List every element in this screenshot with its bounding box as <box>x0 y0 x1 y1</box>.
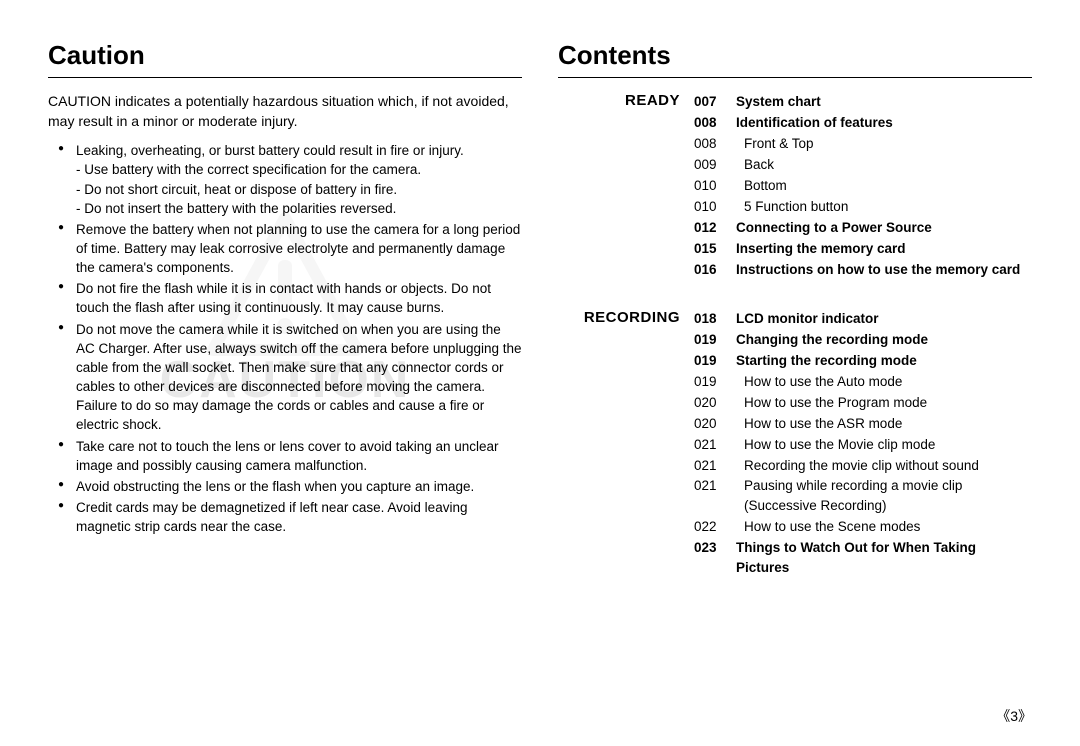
toc-entry-text: Front & Top <box>728 134 1032 154</box>
toc-page-num: 008 <box>694 113 728 133</box>
toc-entry-text: 5 Function button <box>728 197 1032 217</box>
toc-entry-text: Connecting to a Power Source <box>728 218 1032 238</box>
toc-row: 010Bottom <box>694 176 1032 196</box>
toc-entry-text: How to use the ASR mode <box>728 414 1032 434</box>
toc-items: 007System chart008Identification of feat… <box>694 92 1032 281</box>
toc-page-num: 019 <box>694 351 728 371</box>
caution-bullet: Leaking, overheating, or burst battery c… <box>58 141 522 218</box>
toc-page-num: 021 <box>694 476 728 516</box>
toc-row: 008Front & Top <box>694 134 1032 154</box>
page-number: 3 <box>996 706 1032 726</box>
toc-section-label: RECORDING <box>558 309 694 580</box>
bullet-text: Do not fire the flash while it is in con… <box>76 281 491 315</box>
toc-entry-text: Things to Watch Out for When Taking Pict… <box>728 538 1032 578</box>
toc-row: 021How to use the Movie clip mode <box>694 435 1032 455</box>
toc-entry-text: Pausing while recording a movie clip (Su… <box>728 476 1032 516</box>
toc-entry-text: How to use the Auto mode <box>728 372 1032 392</box>
contents-heading: Contents <box>558 40 1032 78</box>
caution-heading: Caution <box>48 40 522 78</box>
toc-row: 009Back <box>694 155 1032 175</box>
toc-page-num: 010 <box>694 197 728 217</box>
caution-bullet: Credit cards may be demagnetized if left… <box>58 498 522 536</box>
toc-row: 016Instructions on how to use the memory… <box>694 260 1032 280</box>
toc-section: RECORDING018LCD monitor indicator019Chan… <box>558 309 1032 580</box>
toc-entry-text: Identification of features <box>728 113 1032 133</box>
toc-page-num: 023 <box>694 538 728 578</box>
toc-row: 021Recording the movie clip without soun… <box>694 456 1032 476</box>
bullet-text: Do not move the camera while it is switc… <box>76 322 522 433</box>
toc-entry-text: How to use the Scene modes <box>728 517 1032 537</box>
sub-bullet: Do not insert the battery with the polar… <box>76 199 522 218</box>
toc-section-label: READY <box>558 92 694 281</box>
caution-bullet: Do not fire the flash while it is in con… <box>58 279 522 317</box>
toc-row: 008Identification of features <box>694 113 1032 133</box>
toc-page-num: 012 <box>694 218 728 238</box>
bullet-text: Credit cards may be demagnetized if left… <box>76 500 467 534</box>
toc-row: 020How to use the Program mode <box>694 393 1032 413</box>
table-of-contents: READY007System chart008Identification of… <box>558 92 1032 579</box>
toc-section: READY007System chart008Identification of… <box>558 92 1032 281</box>
caution-bullet: Avoid obstructing the lens or the flash … <box>58 477 522 496</box>
toc-page-num: 019 <box>694 372 728 392</box>
toc-entry-text: Starting the recording mode <box>728 351 1032 371</box>
toc-page-num: 016 <box>694 260 728 280</box>
toc-row: 015Inserting the memory card <box>694 239 1032 259</box>
toc-row: 0105 Function button <box>694 197 1032 217</box>
toc-row: 007System chart <box>694 92 1032 112</box>
toc-entry-text: Back <box>728 155 1032 175</box>
toc-entry-text: How to use the Program mode <box>728 393 1032 413</box>
sub-bullet: Use battery with the correct specificati… <box>76 160 522 179</box>
toc-page-num: 010 <box>694 176 728 196</box>
bullet-text: Avoid obstructing the lens or the flash … <box>76 479 474 494</box>
toc-entry-text: Inserting the memory card <box>728 239 1032 259</box>
bullet-text: Remove the battery when not planning to … <box>76 222 520 275</box>
toc-row: 022How to use the Scene modes <box>694 517 1032 537</box>
toc-page-num: 008 <box>694 134 728 154</box>
toc-row: 012Connecting to a Power Source <box>694 218 1032 238</box>
toc-entry-text: Changing the recording mode <box>728 330 1032 350</box>
toc-page-num: 019 <box>694 330 728 350</box>
caution-column: CAUTION Caution CAUTION indicates a pote… <box>48 40 522 607</box>
toc-entry-text: Instructions on how to use the memory ca… <box>728 260 1032 280</box>
toc-page-num: 007 <box>694 92 728 112</box>
toc-entry-text: Bottom <box>728 176 1032 196</box>
toc-row: 020How to use the ASR mode <box>694 414 1032 434</box>
bullet-text: Take care not to touch the lens or lens … <box>76 439 499 473</box>
toc-row: 021Pausing while recording a movie clip … <box>694 476 1032 516</box>
toc-entry-text: How to use the Movie clip mode <box>728 435 1032 455</box>
caution-bullet: Do not move the camera while it is switc… <box>58 320 522 435</box>
toc-page-num: 015 <box>694 239 728 259</box>
toc-entry-text: LCD monitor indicator <box>728 309 1032 329</box>
toc-row: 018LCD monitor indicator <box>694 309 1032 329</box>
toc-page-num: 021 <box>694 456 728 476</box>
toc-row: 019How to use the Auto mode <box>694 372 1032 392</box>
caution-bullet: Remove the battery when not planning to … <box>58 220 522 277</box>
toc-page-num: 022 <box>694 517 728 537</box>
toc-row: 019Changing the recording mode <box>694 330 1032 350</box>
toc-page-num: 009 <box>694 155 728 175</box>
toc-row: 023Things to Watch Out for When Taking P… <box>694 538 1032 578</box>
caution-bullet: Take care not to touch the lens or lens … <box>58 437 522 475</box>
sub-bullet: Do not short circuit, heat or dispose of… <box>76 180 522 199</box>
caution-intro: CAUTION indicates a potentially hazardou… <box>48 92 522 131</box>
toc-page-num: 018 <box>694 309 728 329</box>
toc-page-num: 021 <box>694 435 728 455</box>
toc-page-num: 020 <box>694 414 728 434</box>
toc-items: 018LCD monitor indicator019Changing the … <box>694 309 1032 580</box>
two-column-layout: CAUTION Caution CAUTION indicates a pote… <box>48 40 1032 607</box>
manual-page: CAUTION Caution CAUTION indicates a pote… <box>0 0 1080 746</box>
toc-page-num: 020 <box>694 393 728 413</box>
toc-entry-text: System chart <box>728 92 1032 112</box>
toc-entry-text: Recording the movie clip without sound <box>728 456 1032 476</box>
sub-bullet-list: Use battery with the correct specificati… <box>76 160 522 217</box>
caution-bullet-list: Leaking, overheating, or burst battery c… <box>48 141 522 536</box>
toc-row: 019Starting the recording mode <box>694 351 1032 371</box>
bullet-text: Leaking, overheating, or burst battery c… <box>76 143 464 158</box>
contents-column: Contents READY007System chart008Identifi… <box>558 40 1032 607</box>
